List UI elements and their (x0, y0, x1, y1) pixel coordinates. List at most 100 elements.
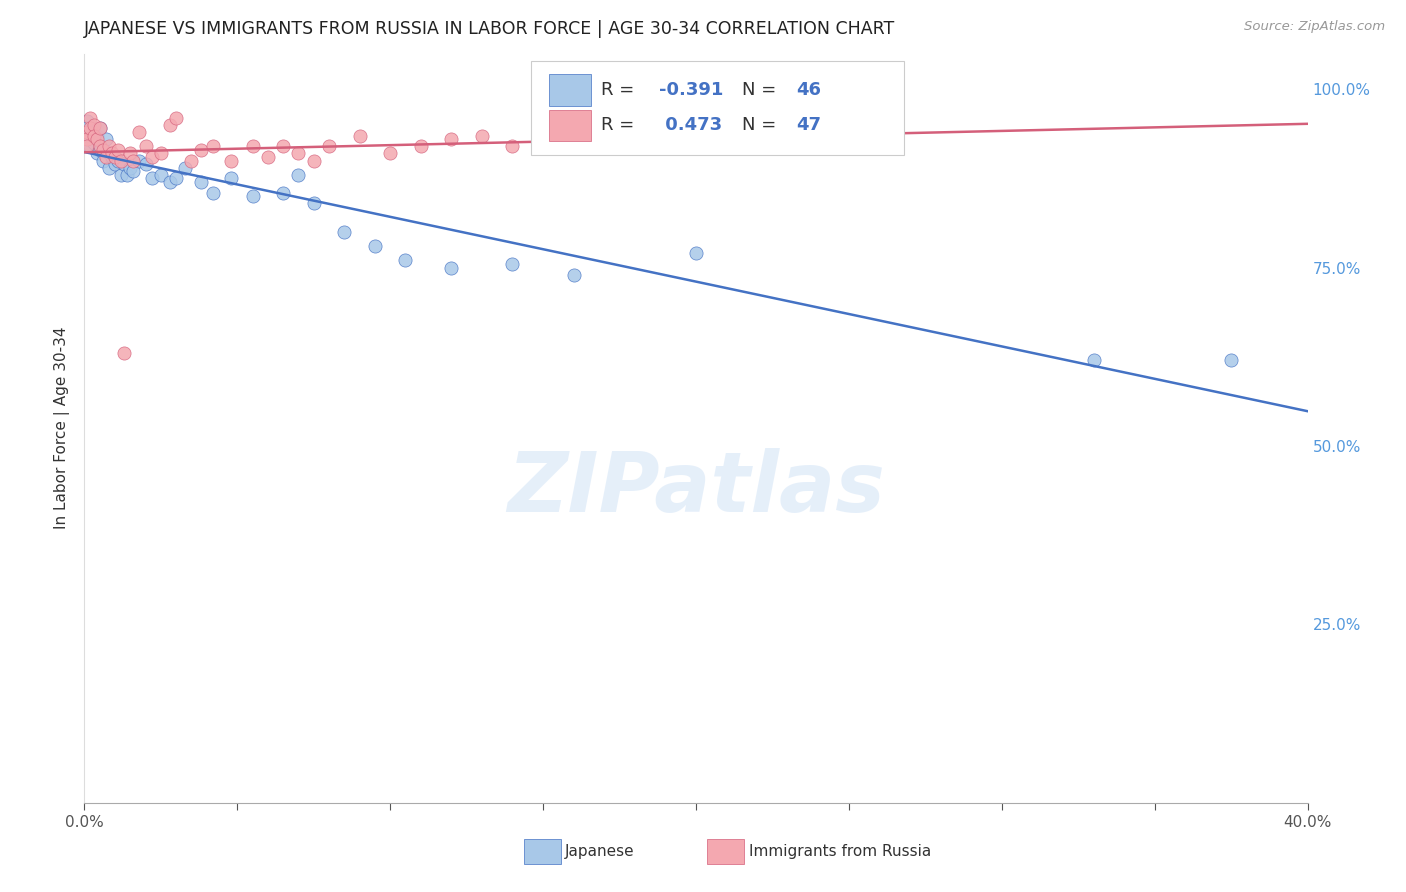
Point (869, 118, 891, 132)
Point (94, 132, 117, 146)
Point (83, 136, 105, 150)
Text: -0.391: -0.391 (659, 81, 724, 99)
Point (394, 253, 416, 268)
Point (174, 161, 197, 175)
Point (79, 132, 101, 146)
Point (120, 146, 142, 161)
Point (91, 143, 114, 157)
Point (122, 153, 145, 168)
Point (76, 121, 98, 136)
Point (79, 111, 101, 125)
Point (287, 168, 309, 182)
Point (201, 186, 224, 200)
Point (97, 161, 120, 175)
Point (104, 150, 127, 164)
Point (242, 139, 264, 153)
Text: Source: ZipAtlas.com: Source: ZipAtlas.com (1244, 20, 1385, 33)
Text: 0.473: 0.473 (659, 117, 723, 135)
Point (135, 157, 157, 171)
Text: ZIPatlas: ZIPatlas (508, 448, 884, 529)
Point (141, 150, 163, 164)
Point (101, 150, 124, 164)
Point (104, 157, 127, 171)
Point (110, 168, 132, 182)
Point (219, 153, 242, 168)
Point (271, 139, 294, 153)
Point (141, 171, 163, 186)
Point (318, 139, 340, 153)
Point (112, 157, 135, 171)
Point (86, 146, 108, 161)
Point (128, 153, 150, 168)
Point (128, 125, 150, 139)
Point (122, 164, 145, 178)
Point (165, 111, 187, 125)
Text: N =: N = (742, 81, 783, 99)
Point (89, 121, 111, 136)
Point (271, 186, 294, 200)
Text: Immigrants from Russia: Immigrants from Russia (749, 845, 932, 859)
Text: JAPANESE VS IMMIGRANTS FROM RUSSIA IN LABOR FORCE | AGE 30-34 CORRELATION CHART: JAPANESE VS IMMIGRANTS FROM RUSSIA IN LA… (84, 21, 896, 38)
Text: 47: 47 (796, 117, 821, 135)
Point (190, 143, 212, 157)
Point (94, 150, 117, 164)
Point (159, 118, 181, 132)
Point (115, 168, 138, 182)
Point (190, 175, 212, 189)
Point (135, 139, 157, 153)
Point (79, 139, 101, 153)
Point (89, 139, 111, 153)
Point (287, 146, 309, 161)
Point (242, 189, 264, 203)
Point (219, 171, 242, 186)
Point (101, 146, 124, 161)
Point (349, 128, 371, 143)
Point (83, 128, 105, 143)
Point (685, 246, 707, 260)
Point (110, 153, 132, 168)
Text: Japanese: Japanese (565, 845, 636, 859)
Point (149, 168, 172, 182)
Point (440, 132, 463, 146)
Point (97, 139, 120, 153)
Point (165, 171, 187, 186)
Point (562, 268, 585, 282)
Text: N =: N = (742, 117, 783, 135)
Point (83, 118, 105, 132)
Point (257, 150, 280, 164)
Point (89, 143, 111, 157)
Point (76, 125, 98, 139)
Point (107, 153, 129, 168)
FancyBboxPatch shape (550, 75, 591, 106)
Point (86, 132, 108, 146)
Point (97, 146, 120, 161)
Point (112, 346, 135, 360)
Point (120, 161, 142, 175)
Point (302, 153, 325, 168)
Point (685, 132, 707, 146)
FancyBboxPatch shape (531, 61, 904, 154)
Point (502, 139, 524, 153)
Text: 46: 46 (796, 81, 821, 99)
Point (333, 225, 356, 239)
Point (159, 175, 181, 189)
Text: R =: R = (600, 81, 640, 99)
Point (180, 153, 202, 168)
FancyBboxPatch shape (550, 110, 591, 141)
Point (440, 260, 463, 275)
Point (201, 139, 224, 153)
Point (502, 257, 524, 271)
Point (91, 153, 114, 168)
Point (1083, 353, 1105, 368)
Point (302, 196, 325, 211)
Point (531, 132, 554, 146)
Point (79, 121, 101, 136)
Point (149, 146, 172, 161)
Point (1220, 353, 1243, 368)
Point (89, 121, 111, 136)
Point (364, 239, 387, 253)
Point (107, 143, 129, 157)
Point (409, 139, 432, 153)
Point (776, 125, 799, 139)
Point (380, 146, 402, 161)
